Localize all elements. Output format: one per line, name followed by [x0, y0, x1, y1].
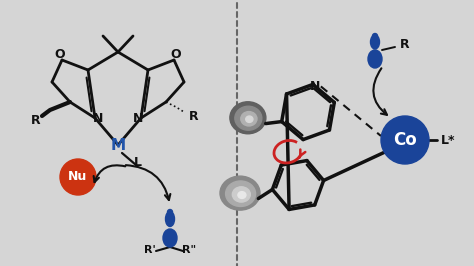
Text: N: N: [93, 113, 103, 126]
Ellipse shape: [232, 187, 250, 202]
Ellipse shape: [226, 181, 255, 206]
Ellipse shape: [246, 116, 253, 122]
Ellipse shape: [163, 229, 177, 247]
Text: R": R": [182, 245, 196, 255]
Text: R': R': [144, 245, 156, 255]
Text: M: M: [110, 139, 126, 153]
Text: O: O: [55, 48, 65, 61]
Circle shape: [60, 159, 96, 195]
Text: R: R: [189, 110, 199, 123]
Circle shape: [167, 210, 173, 214]
Circle shape: [373, 34, 377, 39]
Ellipse shape: [238, 192, 246, 198]
Ellipse shape: [235, 106, 262, 130]
Ellipse shape: [230, 102, 266, 134]
Text: Nu: Nu: [68, 171, 88, 184]
Text: R: R: [400, 39, 410, 52]
Circle shape: [381, 116, 429, 164]
Text: N: N: [133, 113, 143, 126]
Text: O: O: [171, 48, 182, 61]
Ellipse shape: [371, 35, 380, 49]
Text: R: R: [31, 114, 41, 127]
Text: L: L: [134, 156, 142, 169]
Ellipse shape: [165, 211, 174, 227]
Text: N: N: [310, 80, 320, 93]
Ellipse shape: [368, 50, 382, 68]
Text: Co: Co: [393, 131, 417, 149]
Text: L*: L*: [441, 135, 455, 148]
Ellipse shape: [241, 111, 257, 126]
Ellipse shape: [220, 176, 260, 210]
